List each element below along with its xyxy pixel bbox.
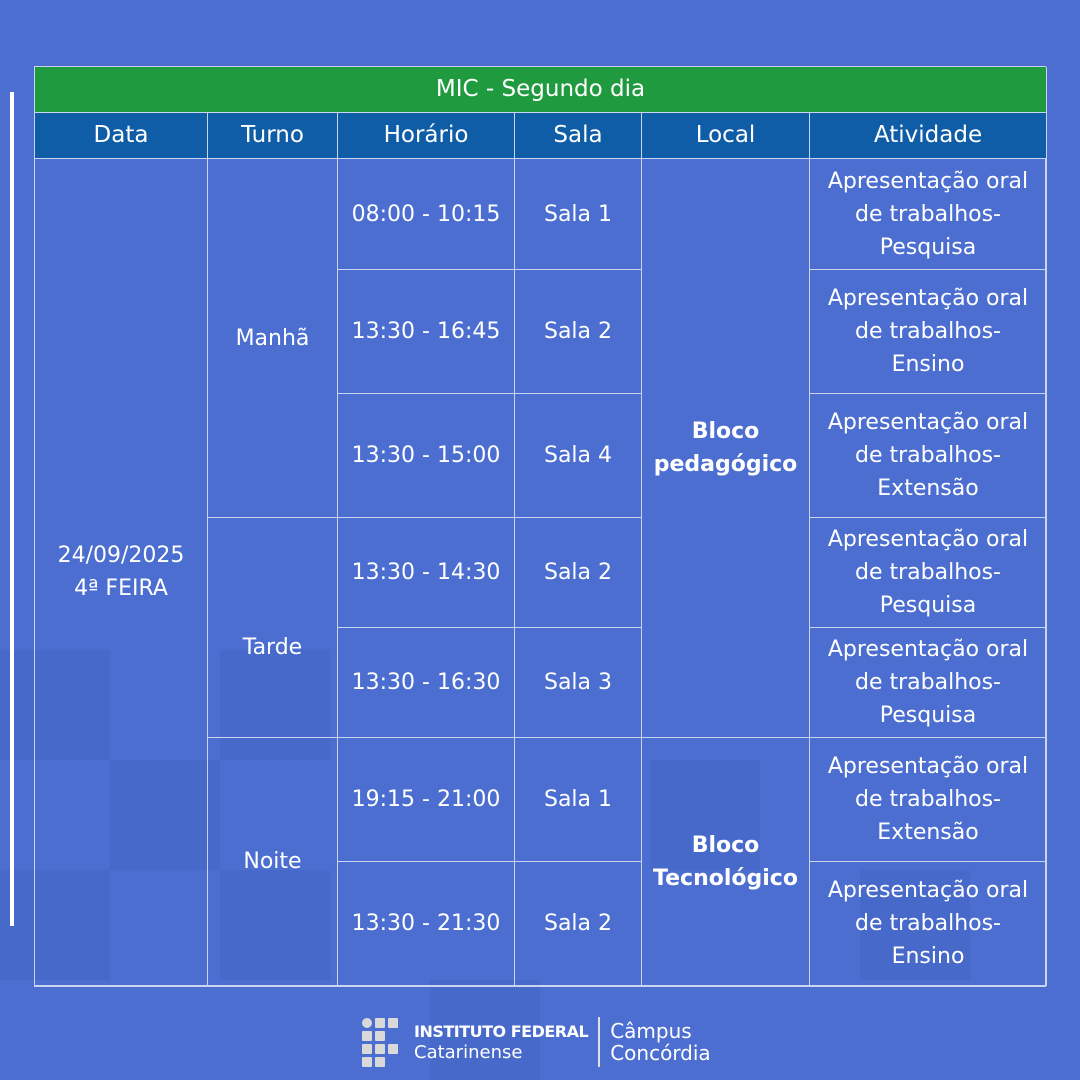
atividade-cell: Apresentação oral de trabalhos- Ensino (810, 862, 1047, 986)
sala-cell: Sala 1 (515, 738, 642, 862)
atividade-cell: Apresentação oral de trabalhos- Ensino (810, 270, 1047, 394)
atividade-line: Apresentação oral (827, 410, 1029, 435)
institution-logo: INSTITUTO FEDERAL Catarinense Câmpus Con… (362, 1017, 711, 1067)
horario-cell: 13:30 - 15:00 (338, 394, 515, 518)
atividade-line: Extensão (877, 820, 979, 845)
bg-square (0, 870, 110, 980)
header-horario: Horário (338, 113, 515, 159)
atividade-line: Pesquisa (879, 703, 977, 728)
atividade-line: Apresentação oral (827, 878, 1029, 903)
logo-divider (598, 1017, 601, 1067)
bg-square (110, 760, 220, 870)
atividade-line: Ensino (891, 352, 965, 377)
atividade-line: Pesquisa (879, 234, 977, 260)
local-line: Bloco (691, 419, 760, 444)
atividade-line: de trabalhos- (854, 319, 1001, 344)
horario-cell: 13:30 - 16:45 (338, 270, 515, 394)
atividade-cell: Apresentação oral de trabalhos- Extensão (810, 738, 1047, 862)
horario-cell: 19:15 - 21:00 (338, 738, 515, 862)
atividade-line: de trabalhos- (854, 560, 1001, 585)
bg-square (430, 980, 540, 1080)
header-local: Local (642, 113, 810, 159)
header-data: Data (35, 113, 208, 159)
org-subname: Catarinense (414, 1042, 523, 1063)
header-atividade: Atividade (810, 113, 1047, 159)
schedule-table: MIC - Segundo dia Data Turno Horário Sal… (34, 66, 1047, 987)
campus-name: Concórdia (610, 1041, 711, 1065)
turno-noite: Noite (208, 738, 338, 986)
bg-square (650, 760, 760, 870)
bg-square (860, 870, 970, 980)
atividade-line: de trabalhos- (854, 670, 1001, 695)
atividade-line: de trabalhos- (854, 787, 1001, 812)
atividade-cell: Apresentação oral de trabalhos- Pesquisa (810, 628, 1047, 738)
local-line: pedagógico (653, 452, 798, 477)
atividade-line: Pesquisa (879, 593, 977, 618)
horario-cell: 13:30 - 21:30 (338, 862, 515, 986)
decorative-line (10, 92, 14, 926)
date-cell: 24/09/2025 4ª FEIRA (35, 159, 208, 986)
horario-cell: 13:30 - 14:30 (338, 518, 515, 628)
if-logo-icon (362, 1017, 398, 1067)
atividade-line: Apresentação oral (827, 754, 1029, 779)
local-bloco-tecnologico: Bloco Tecnológico (642, 738, 810, 986)
horario-cell: 13:30 - 16:30 (338, 628, 515, 738)
atividade-cell: Apresentação oral de trabalhos- Pesquisa (810, 518, 1047, 628)
atividade-line: Apresentação oral (827, 527, 1029, 552)
local-bloco-pedagogico: Bloco pedagógico (642, 159, 810, 738)
turno-tarde: Tarde (208, 518, 338, 738)
local-line: Bloco (691, 832, 760, 858)
bg-square (0, 650, 110, 760)
bg-square (220, 870, 330, 980)
sala-cell: Sala 2 (515, 862, 642, 986)
header-sala: Sala (515, 113, 642, 159)
turno-manha: Manhã (208, 159, 338, 518)
sala-cell: Sala 4 (515, 394, 642, 518)
atividade-line: de trabalhos- (854, 201, 1001, 227)
weekday-value: 4ª FEIRA (74, 576, 168, 601)
atividade-line: Ensino (891, 944, 965, 969)
local-line: Tecnológico (653, 865, 798, 891)
atividade-line: Apresentação oral (827, 286, 1029, 311)
sala-cell: Sala 3 (515, 628, 642, 738)
atividade-line: de trabalhos- (854, 911, 1001, 936)
header-turno: Turno (208, 113, 338, 159)
campus-label: Câmpus (610, 1019, 692, 1043)
horario-cell: 08:00 - 10:15 (338, 159, 515, 270)
atividade-line: de trabalhos- (854, 443, 1001, 468)
atividade-cell: Apresentação oral de trabalhos- Pesquisa (810, 159, 1047, 270)
sala-cell: Sala 2 (515, 518, 642, 628)
sala-cell: Sala 2 (515, 270, 642, 394)
date-value: 24/09/2025 (57, 543, 185, 568)
atividade-line: Apresentação oral (827, 637, 1029, 662)
bg-square (220, 650, 330, 760)
org-name: INSTITUTO FEDERAL (414, 1022, 589, 1041)
table-title: MIC - Segundo dia (35, 67, 1047, 113)
sala-cell: Sala 1 (515, 159, 642, 270)
atividade-line: Apresentação oral (827, 168, 1029, 194)
atividade-line: Extensão (877, 476, 979, 501)
atividade-cell: Apresentação oral de trabalhos- Extensão (810, 394, 1047, 518)
